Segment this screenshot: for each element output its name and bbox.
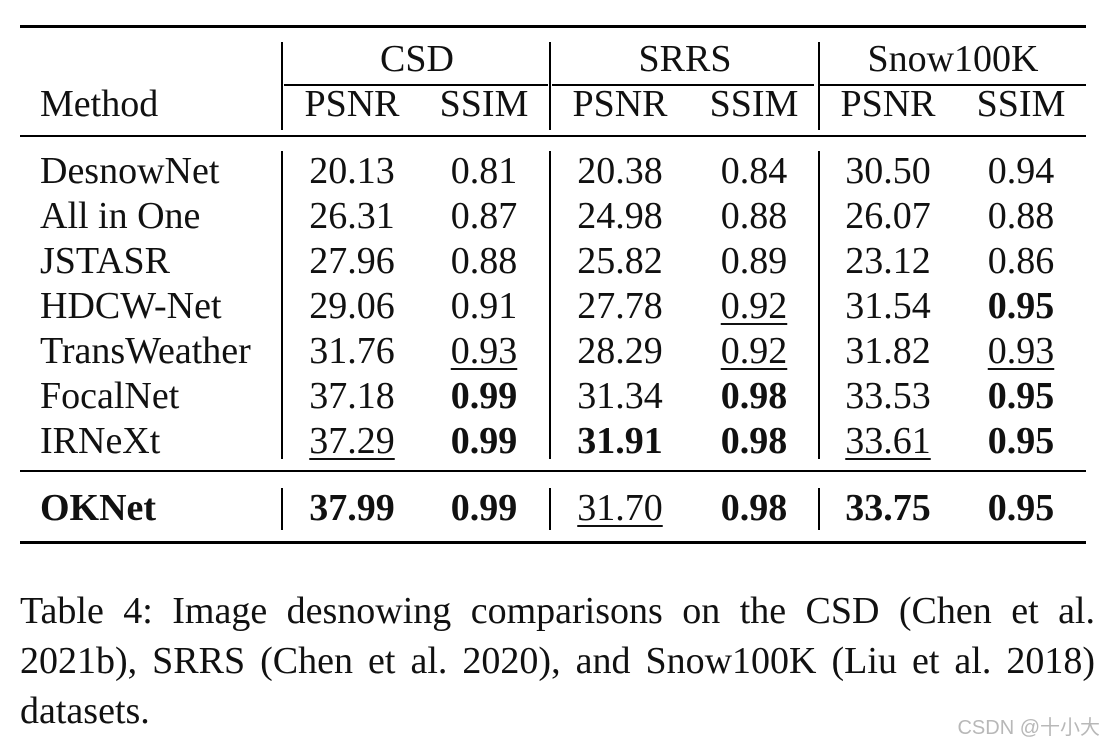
- table-cell: 0.99: [450, 487, 518, 529]
- table-cell: 0.87: [450, 195, 518, 237]
- table-cell: 31.91: [577, 420, 663, 462]
- table-cell: 31.70: [577, 487, 663, 529]
- table-cell: 0.95: [987, 285, 1055, 327]
- table-cell: 0.95: [987, 487, 1055, 529]
- table-cell: 30.50: [845, 150, 931, 192]
- method-name: IRNeXt: [40, 420, 161, 462]
- metric-header: PSNR: [572, 83, 668, 125]
- table-cell: 0.88: [987, 195, 1055, 237]
- group-header: CSD: [380, 38, 454, 80]
- method-name: All in One: [40, 195, 201, 237]
- metric-header: SSIM: [976, 83, 1066, 125]
- table-cell: 31.54: [845, 285, 931, 327]
- table-cell: 31.34: [577, 375, 663, 417]
- table-cell: 0.84: [720, 150, 788, 192]
- column-divider: [818, 488, 820, 530]
- table-cell: 0.98: [720, 375, 788, 417]
- table-cell: 0.92: [720, 285, 788, 327]
- table-cell: 0.99: [450, 420, 518, 462]
- table-cell: 0.89: [720, 240, 788, 282]
- table-cell: 31.76: [309, 330, 395, 372]
- method-name-ours: OKNet: [40, 487, 157, 529]
- method-name: JSTASR: [40, 240, 171, 282]
- group-underline: [284, 84, 548, 86]
- table-final-rule: [20, 470, 1086, 472]
- column-divider: [281, 151, 283, 459]
- table-cell: 0.95: [987, 375, 1055, 417]
- table-cell: 33.61: [845, 420, 931, 462]
- table-cell: 24.98: [577, 195, 663, 237]
- table-cell: 25.82: [577, 240, 663, 282]
- column-divider: [818, 151, 820, 459]
- column-divider: [549, 488, 551, 530]
- column-divider: [549, 42, 551, 130]
- table-cell: 0.93: [987, 330, 1055, 372]
- method-header: Method: [40, 83, 159, 125]
- metric-header: SSIM: [709, 83, 799, 125]
- table-cell: 0.81: [450, 150, 518, 192]
- table-cell: 26.31: [309, 195, 395, 237]
- table-cell: 37.99: [309, 487, 395, 529]
- table-cell: 27.96: [309, 240, 395, 282]
- table-cell: 37.18: [309, 375, 395, 417]
- table-cell: 0.94: [987, 150, 1055, 192]
- table-bottom-rule: [20, 541, 1086, 544]
- table-cell: 0.86: [987, 240, 1055, 282]
- table-cell: 29.06: [309, 285, 395, 327]
- group-header: Snow100K: [867, 38, 1039, 80]
- table-cell: 0.88: [450, 240, 518, 282]
- table-cell: 28.29: [577, 330, 663, 372]
- table-cell: 0.98: [720, 487, 788, 529]
- table-caption: Table 4: Image desnowing comparisons on …: [20, 590, 1095, 732]
- column-divider: [818, 42, 820, 130]
- table-cell: 0.95: [987, 420, 1055, 462]
- table-cell: 26.07: [845, 195, 931, 237]
- method-name: FocalNet: [40, 375, 180, 417]
- table-cell: 31.82: [845, 330, 931, 372]
- group-underline: [820, 84, 1086, 86]
- method-name: TransWeather: [40, 330, 251, 372]
- column-divider: [281, 488, 283, 530]
- table-cell: 0.98: [720, 420, 788, 462]
- metric-header: PSNR: [840, 83, 936, 125]
- group-header: SRRS: [638, 38, 732, 80]
- table-cell: 20.38: [577, 150, 663, 192]
- table-cell: 23.12: [845, 240, 931, 282]
- group-underline: [552, 84, 814, 86]
- table-cell: 33.75: [845, 487, 931, 529]
- table-cell: 0.91: [450, 285, 518, 327]
- method-name: DesnowNet: [40, 150, 220, 192]
- table-cell: 0.99: [450, 375, 518, 417]
- table-top-rule: [20, 25, 1086, 28]
- table-header-rule: [20, 135, 1086, 137]
- column-divider: [281, 42, 283, 130]
- method-name: HDCW-Net: [40, 285, 222, 327]
- column-divider: [549, 151, 551, 459]
- table-cell: 20.13: [309, 150, 395, 192]
- watermark: CSDN @十小大: [957, 717, 1100, 739]
- table-cell: 0.88: [720, 195, 788, 237]
- metric-header: PSNR: [304, 83, 400, 125]
- table-cell: 37.29: [309, 420, 395, 462]
- table-cell: 33.53: [845, 375, 931, 417]
- metric-header: SSIM: [439, 83, 529, 125]
- table-cell: 27.78: [577, 285, 663, 327]
- table-cell: 0.93: [450, 330, 518, 372]
- table-cell: 0.92: [720, 330, 788, 372]
